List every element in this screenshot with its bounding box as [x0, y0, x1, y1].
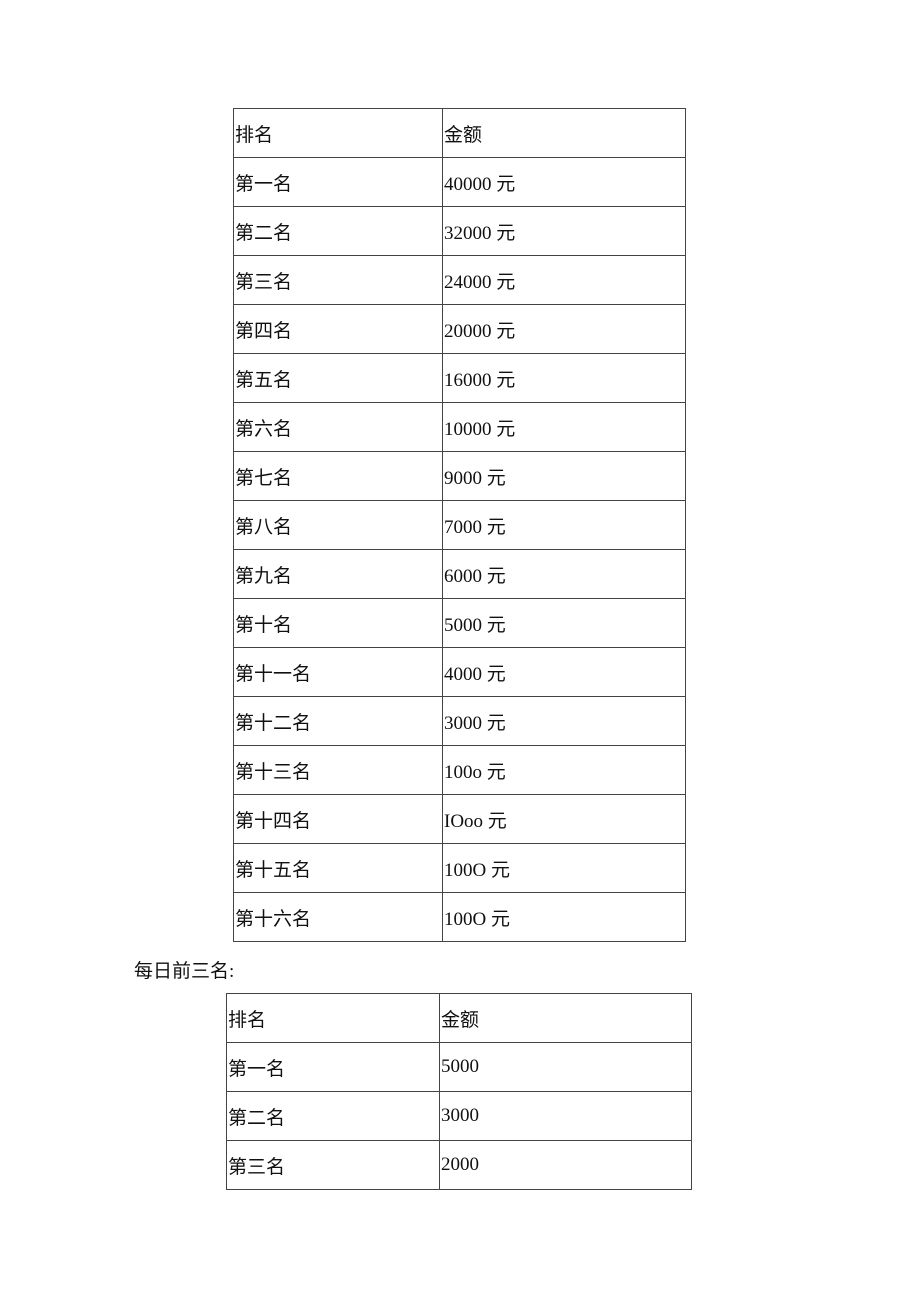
- table-row: 第八名 7000 元: [233, 500, 686, 550]
- daily-top-three-caption: 每日前三名:: [134, 961, 235, 982]
- amount-cell: 7000 元: [442, 500, 686, 550]
- prize-table: 排名 金额 第一名 40000 元第二名 32000 元第三名 24000 元第四名 2…: [233, 108, 686, 942]
- table-row: 第六名 10000 元: [233, 402, 686, 452]
- amount-cell: 2000: [439, 1140, 692, 1190]
- table-row: 第三名 24000 元: [233, 255, 686, 305]
- amount-cell: 3000: [439, 1091, 692, 1141]
- table-row: 第九名 6000 元: [233, 549, 686, 599]
- table-row: 第四名 20000 元: [233, 304, 686, 354]
- rank-cell: 第十五名: [233, 843, 443, 893]
- amount-cell: 6000 元: [442, 549, 686, 599]
- amount-cell: 5000 元: [442, 598, 686, 648]
- header-amount: 金额: [442, 108, 686, 158]
- table-row: 第二名 32000 元: [233, 206, 686, 256]
- table-row: 第十五名 100O 元: [233, 843, 686, 893]
- rank-cell: 第十一名: [233, 647, 443, 697]
- rank-cell: 第七名: [233, 451, 443, 501]
- table-row: 第十六名 100O 元: [233, 892, 686, 942]
- rank-cell: 第一名: [233, 157, 443, 207]
- amount-cell: 10000 元: [442, 402, 686, 452]
- table-header-row: 排名 金额: [233, 108, 686, 158]
- amount-cell: 40000 元: [442, 157, 686, 207]
- rank-cell: 第二名: [233, 206, 443, 256]
- amount-cell: 9000 元: [442, 451, 686, 501]
- table-row: 第五名 16000 元: [233, 353, 686, 403]
- rank-cell: 第二名: [226, 1091, 440, 1141]
- rank-cell: 第六名: [233, 402, 443, 452]
- table-row: 第二名 3000: [226, 1091, 692, 1141]
- rank-cell: 第九名: [233, 549, 443, 599]
- amount-cell: 100O 元: [442, 843, 686, 893]
- rank-cell: 第八名: [233, 500, 443, 550]
- header-amount: 金额: [439, 993, 692, 1043]
- table-row: 第十二名 3000 元: [233, 696, 686, 746]
- rank-cell: 第十四名: [233, 794, 443, 844]
- amount-cell: 3000 元: [442, 696, 686, 746]
- amount-cell: 5000: [439, 1042, 692, 1092]
- daily-prize-table: 排名 金额 第一名 5000 第二名 3000 第三名 2000: [226, 993, 692, 1190]
- table-row: 第三名 2000: [226, 1140, 692, 1190]
- rank-cell: 第一名: [226, 1042, 440, 1092]
- rank-cell: 第十三名: [233, 745, 443, 795]
- amount-cell: 24000 元: [442, 255, 686, 305]
- amount-cell: 16000 元: [442, 353, 686, 403]
- table-row: 第一名 5000: [226, 1042, 692, 1092]
- rank-cell: 第五名: [233, 353, 443, 403]
- table-header-row: 排名 金额: [226, 993, 692, 1043]
- table-row: 第十四名 IOoo 元: [233, 794, 686, 844]
- rank-cell: 第十六名: [233, 892, 443, 942]
- amount-cell: 100O 元: [442, 892, 686, 942]
- table-row: 第十三名 100o 元: [233, 745, 686, 795]
- amount-cell: 32000 元: [442, 206, 686, 256]
- rank-cell: 第四名: [233, 304, 443, 354]
- table-row: 第七名 9000 元: [233, 451, 686, 501]
- amount-cell: IOoo 元: [442, 794, 686, 844]
- header-rank: 排名: [233, 108, 443, 158]
- rank-cell: 第十名: [233, 598, 443, 648]
- header-rank: 排名: [226, 993, 440, 1043]
- amount-cell: 20000 元: [442, 304, 686, 354]
- table-row: 第十一名 4000 元: [233, 647, 686, 697]
- rank-cell: 第三名: [233, 255, 443, 305]
- table-row: 第十名 5000 元: [233, 598, 686, 648]
- amount-cell: 4000 元: [442, 647, 686, 697]
- rank-cell: 第十二名: [233, 696, 443, 746]
- table-row: 第一名 40000 元: [233, 157, 686, 207]
- rank-cell: 第三名: [226, 1140, 440, 1190]
- amount-cell: 100o 元: [442, 745, 686, 795]
